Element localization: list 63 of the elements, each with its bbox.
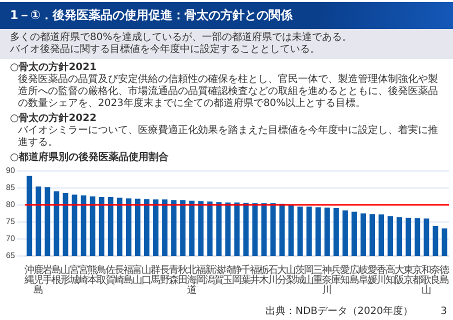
text: 多くの都道府県で80%を達成しているが、一部の都道府県では未達である。	[10, 32, 354, 44]
x-tick-label: 和歌山	[421, 264, 432, 296]
x-tick-label: 高知	[385, 264, 396, 286]
x-tick-label: 青森	[168, 264, 179, 286]
x-tick-label: 愛媛	[367, 264, 378, 286]
x-tick-label: 山口	[142, 264, 152, 286]
x-tick-label: 栃木	[259, 264, 270, 286]
x-tick-label: 東京	[403, 264, 414, 286]
text: バイオ後発品に関する目標値を今年度中に設定することとしている。	[10, 44, 321, 56]
source-note: 出典：NDBデータ（2020年度）	[266, 306, 413, 318]
x-tick-label: 静岡	[232, 264, 242, 286]
x-tick-label: 広島	[349, 264, 360, 286]
x-tick-label: 香川	[376, 264, 386, 286]
x-tick-label: 徳島	[439, 264, 450, 286]
x-tick-label: 山形	[60, 264, 71, 286]
x-tick-label: 滋賀	[214, 264, 224, 286]
x-tick-label: 大分	[277, 264, 288, 286]
x-tick-label: 愛知	[340, 264, 350, 286]
x-tick-label: 岡山	[304, 264, 314, 286]
x-tick-label: 佐賀	[106, 264, 116, 286]
x-tick-label: 京都	[412, 264, 422, 286]
text: ○骨太の方針2021	[10, 62, 98, 74]
chart-title: ○都道府県別の後発医薬品使用割合	[10, 152, 170, 164]
x-tick-label: 福島	[124, 264, 134, 286]
x-tick-label: 岩手	[42, 264, 52, 286]
y-tick-label: 70	[6, 234, 16, 244]
x-tick-label: 長崎	[114, 264, 125, 286]
y-tick-label: 85	[6, 183, 16, 192]
x-tick-label: 奈良	[430, 264, 440, 286]
y-tick-label: 75	[6, 217, 16, 226]
text: 後発医薬品の品質及び安定供給の信頼性の確保を柱とし、官民一体で、製造管理体制強化や製造所への監督の厳格化、市場流通品の品質確認検査などの取組を進めるとともに、後発医薬品の数量シェアを、2023年度末までに全ての都道府県で80%以上とする目標。	[18, 74, 439, 110]
x-tick-label: 宮崎	[78, 264, 89, 286]
x-tick-label: 新潟	[204, 264, 215, 286]
x-tick-label: 熊本	[88, 264, 98, 286]
x-tick-label: 島根	[51, 264, 62, 286]
x-tick-label: 富山	[132, 264, 143, 286]
x-tick-label: 茨城	[294, 264, 306, 286]
text: ○骨太の方針2022	[10, 113, 98, 125]
x-tick-label: 山梨	[286, 264, 296, 286]
x-tick-label: 北海道	[186, 264, 197, 296]
x-tick-label: 長野	[160, 264, 170, 286]
x-tick-label: 大阪	[394, 264, 404, 286]
y-tick-label: 80	[6, 200, 16, 210]
x-tick-label: 兵庫	[331, 264, 342, 286]
x-tick-label: 沖縄	[23, 264, 34, 286]
x-tick-label: 群馬	[150, 264, 161, 286]
x-tick-label: 三重	[313, 264, 324, 286]
x-tick-label: 石川	[268, 264, 278, 286]
y-tick-label: 90	[6, 166, 16, 176]
x-tick-label: 宮城	[68, 264, 80, 286]
text: 3	[440, 306, 447, 318]
x-tick-label: 鳥取	[96, 264, 107, 286]
x-tick-label: 福井	[250, 264, 260, 286]
x-tick-label: 神奈川	[322, 264, 332, 296]
x-tick-label: 鹿児島	[33, 264, 44, 296]
x-tick-label: 埼玉	[222, 264, 233, 286]
text: バイオシミラーについて、医療費適正化効果を踏まえた目標値を今年度中に設定し、着実に推進する。	[18, 125, 439, 149]
text: 1－①．後発医薬品の使用促進：骨太の方針との関係	[0, 2, 453, 29]
x-tick-label: 秋田	[178, 264, 188, 286]
y-tick-label: 65	[6, 251, 16, 260]
x-tick-label: 福岡	[196, 264, 206, 286]
x-tick-label: 岐阜	[358, 264, 368, 286]
x-tick-label: 千葉	[240, 264, 251, 286]
